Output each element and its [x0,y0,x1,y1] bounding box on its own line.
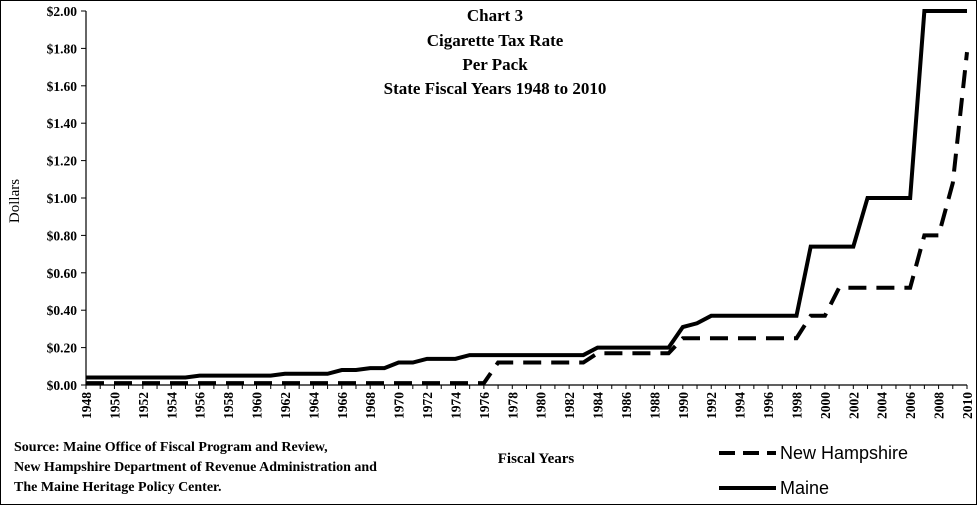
x-tick-label: 1998 [789,392,804,419]
x-axis-ticks: 1948 1950 1952 1954 1956 1958 1960 1962 1964 1966… [79,385,975,419]
legend: New Hampshire Maine [719,443,908,498]
y-tick-label: $1.80 [47,41,78,56]
y-tick-label: $0.20 [47,341,78,356]
x-tick-label: 1956 [193,392,208,419]
x-tick-label: 1960 [250,392,265,419]
x-tick-label: 1990 [676,392,691,419]
y-tick-label: $2.00 [47,4,78,19]
x-tick-label: 1950 [107,392,122,419]
x-tick-label: 2002 [846,392,861,419]
x-tick-label: 1952 [136,392,151,419]
y-tick-label: $1.00 [47,191,78,206]
x-tick-label: 2006 [903,392,918,419]
y-tick-label: $1.20 [47,154,78,169]
x-tick-label: 1982 [562,392,577,419]
x-tick-label: 1962 [278,392,293,419]
x-tick-label: 1966 [335,392,350,419]
legend-label-maine: Maine [780,478,829,498]
legend-label-new-hampshire: New Hampshire [780,443,908,463]
title-line-4: State Fiscal Years 1948 to 2010 [384,79,607,98]
x-tick-label: 1988 [647,392,662,419]
x-tick-label: 1970 [392,392,407,419]
y-tick-label: $0.60 [47,266,78,281]
x-tick-label: 1968 [363,392,378,419]
x-axis-label: Fiscal Years [498,451,575,467]
x-tick-label: 1958 [221,392,236,419]
series-line-maine [86,9,967,380]
source-line-1: Source: Maine Office of Fiscal Program a… [14,440,328,455]
source-line-2: New Hampshire Department of Revenue Admi… [14,460,377,475]
chart-title: Chart 3 Cigarette Tax Rate Per Pack Stat… [384,6,607,98]
y-tick-label: $1.40 [47,116,78,131]
source-line-3: The Maine Heritage Policy Center. [14,480,221,495]
x-tick-label: 1948 [79,392,94,419]
series-lines [86,9,969,386]
x-tick-label: 1978 [505,392,520,419]
x-tick-label: 1984 [591,392,606,419]
x-tick-label: 1964 [306,392,321,419]
x-tick-label: 1992 [704,392,719,419]
x-tick-label: 1972 [420,392,435,419]
title-line-2: Cigarette Tax Rate [427,31,564,50]
y-tick-label: $0.80 [47,228,78,243]
y-tick-label: $0.40 [47,303,78,318]
source-note: Source: Maine Office of Fiscal Program a… [14,440,377,495]
x-tick-label: 2000 [818,392,833,419]
x-tick-label: 2004 [875,392,890,419]
y-tick-label: $0.00 [47,378,78,393]
y-axis-ticks: $0.00 $0.20 $0.40 $0.60 $0.80 $1.00 $1.20 $1.40… [47,4,86,393]
x-tick-label: 2010 [960,392,975,419]
x-tick-label: 1980 [534,392,549,419]
series-line-new-hampshire [86,51,969,386]
title-line-3: Per Pack [462,55,528,74]
x-tick-label: 1954 [164,392,179,419]
x-tick-label: 2008 [932,392,947,419]
x-tick-label: 1986 [619,392,634,419]
x-tick-label: 1994 [733,392,748,419]
y-axis-label: Dollars [7,179,23,223]
x-tick-label: 1996 [761,392,776,419]
x-tick-label: 1976 [477,392,492,419]
y-tick-label: $1.60 [47,79,78,94]
title-line-1: Chart 3 [467,6,523,25]
x-tick-label: 1974 [448,392,463,419]
